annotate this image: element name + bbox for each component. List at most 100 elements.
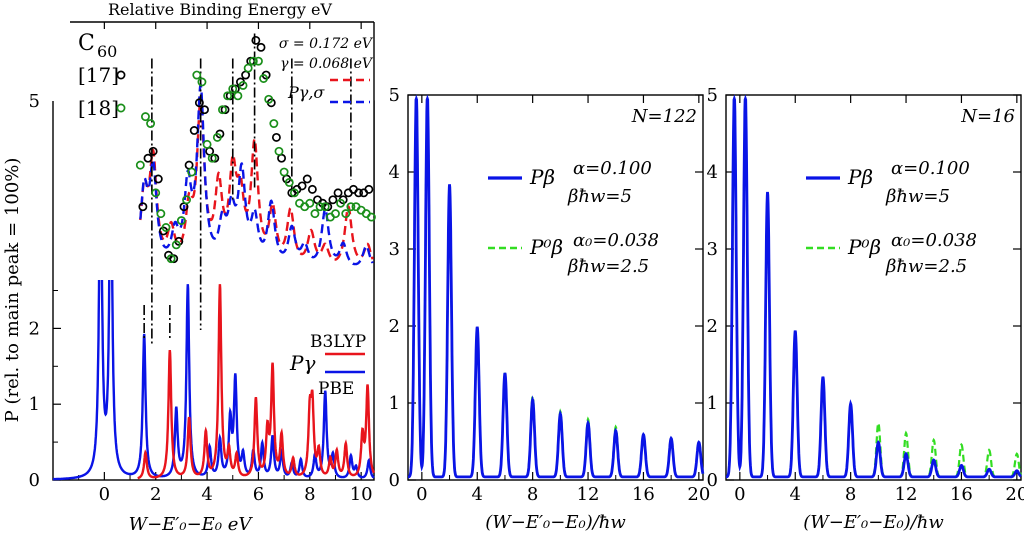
data-point-ref18 (161, 223, 171, 232)
data-point-ref18 (140, 112, 150, 122)
left-xtick-label: 4 (201, 484, 212, 505)
middle-xtick-label: 16 (632, 484, 655, 505)
data-point-ref17 (354, 188, 364, 198)
middle-xtick-label: 0 (416, 484, 427, 505)
data-point-ref18 (264, 94, 274, 104)
data-point-ref17 (328, 195, 338, 205)
legend-b3lyp-label: B3LYP (310, 332, 366, 352)
right-legend-label-beta0: P⁰β (847, 235, 881, 259)
molecule-subscript: 60 (97, 42, 117, 61)
data-point-ref17 (307, 184, 317, 194)
right-xtick-label: 12 (895, 484, 918, 505)
right-legend-bhw: βħw=5 (885, 186, 950, 207)
middle-legend-alpha: α=0.100 (573, 158, 652, 179)
data-point-ref17 (333, 188, 343, 198)
data-point-ref18 (366, 212, 376, 222)
data-point-ref17 (153, 174, 163, 184)
data-point-ref17 (138, 202, 148, 212)
left-ytick-label: 0 (29, 470, 40, 491)
middle-xtick-label: 8 (527, 484, 538, 505)
data-point-ref18 (146, 119, 156, 128)
data-point-ref18 (341, 209, 351, 219)
right-ytick-label: 4 (707, 162, 718, 183)
left-xtick-label: 2 (150, 484, 161, 505)
data-point-ref18 (176, 216, 186, 226)
data-point-ref18 (192, 70, 202, 80)
data-point-ref18 (243, 63, 253, 73)
legend-ref17-marker (116, 70, 126, 80)
data-point-ref18 (228, 84, 238, 94)
right-ytick-label: 1 (707, 393, 718, 414)
molecule-label: C (78, 31, 95, 56)
series-line-b3lyp (137, 284, 376, 480)
right-xaxis-label: (W−E′₀−E₀)/ħw (803, 512, 944, 533)
right-frame (725, 94, 1022, 481)
left-ytick-label: 1 (29, 394, 40, 415)
data-point-ref17 (297, 181, 307, 191)
middle-series-p-beta (407, 94, 705, 479)
data-point-ref18 (207, 153, 217, 163)
middle-ytick-label: 3 (389, 239, 400, 260)
middle-xtick-label: 4 (472, 484, 483, 505)
right-legend-alpha: α=0.100 (891, 158, 970, 179)
data-point-ref18 (248, 56, 258, 66)
data-point-ref18 (320, 202, 330, 212)
inset-model-red (139, 94, 374, 261)
data-point-ref17 (271, 132, 281, 142)
middle-xaxis-label: (W−E′₀−E₀)/ħw (485, 512, 626, 533)
right-ytick-label: 2 (707, 316, 718, 337)
data-point-ref18 (187, 167, 197, 177)
data-point-ref17 (256, 42, 266, 52)
data-point-ref18 (182, 195, 191, 205)
data-point-ref18 (346, 202, 356, 212)
right-ytick-label: 0 (707, 470, 718, 491)
param-sigma: σ = 0.172 eV (279, 36, 374, 52)
middle-ytick-label: 0 (389, 470, 400, 491)
left-xtick-label: 10 (350, 484, 373, 505)
right-ytick-label: 3 (707, 239, 718, 260)
middle-ytick-label: 1 (389, 393, 400, 414)
data-point-ref17 (148, 146, 158, 156)
right-xtick-label: 4 (790, 484, 801, 505)
data-point-ref18 (212, 132, 222, 142)
legend-pgamma-label: Pγ (289, 351, 315, 375)
data-point-ref18 (233, 91, 243, 101)
middle-ytick-label: 4 (389, 162, 400, 183)
data-point-ref18 (274, 146, 284, 156)
data-point-ref18 (202, 139, 212, 149)
data-point-ref18 (259, 74, 269, 83)
data-point-ref18 (284, 178, 294, 187)
right-ytick-label: 5 (707, 85, 718, 106)
data-point-ref18 (223, 91, 233, 101)
data-point-ref18 (197, 77, 207, 87)
legend-pbe-label: PBE (318, 379, 354, 399)
middle-xtick-label: 12 (577, 484, 600, 505)
right-xtick-label: 8 (845, 484, 856, 505)
right-legend-alpha0: α₀=0.038 (891, 230, 977, 251)
inset-title: Relative Binding Energy eV (108, 0, 332, 19)
data-point-ref17 (200, 105, 209, 115)
left-xtick-label: 8 (304, 484, 315, 505)
data-point-ref17 (143, 153, 153, 163)
data-point-ref18 (253, 56, 263, 66)
left-xaxis-label: W−E′₀−E₀ eV (129, 514, 254, 535)
right-n-label: N=16 (960, 106, 1015, 127)
middle-n-label: N=122 (631, 106, 697, 127)
data-point-ref17 (251, 35, 261, 45)
right-xtick-label: 20 (1005, 484, 1024, 505)
data-point-ref17 (189, 126, 199, 135)
data-point-ref18 (238, 80, 248, 90)
data-point-ref17 (364, 184, 374, 194)
legend-ref18-label: [18] (78, 96, 119, 120)
data-point-ref18 (218, 105, 227, 115)
middle-legend-label-beta0: P⁰β (529, 235, 563, 259)
data-point-ref17 (194, 98, 204, 108)
middle-frame (407, 94, 704, 481)
middle-ytick-label: 5 (389, 85, 400, 106)
data-point-ref18 (269, 119, 279, 128)
inset-backdrop (0, 22, 374, 280)
data-point-ref17 (302, 174, 312, 184)
data-point-ref18 (289, 188, 299, 198)
legend-ref17-label: [17] (78, 63, 119, 87)
